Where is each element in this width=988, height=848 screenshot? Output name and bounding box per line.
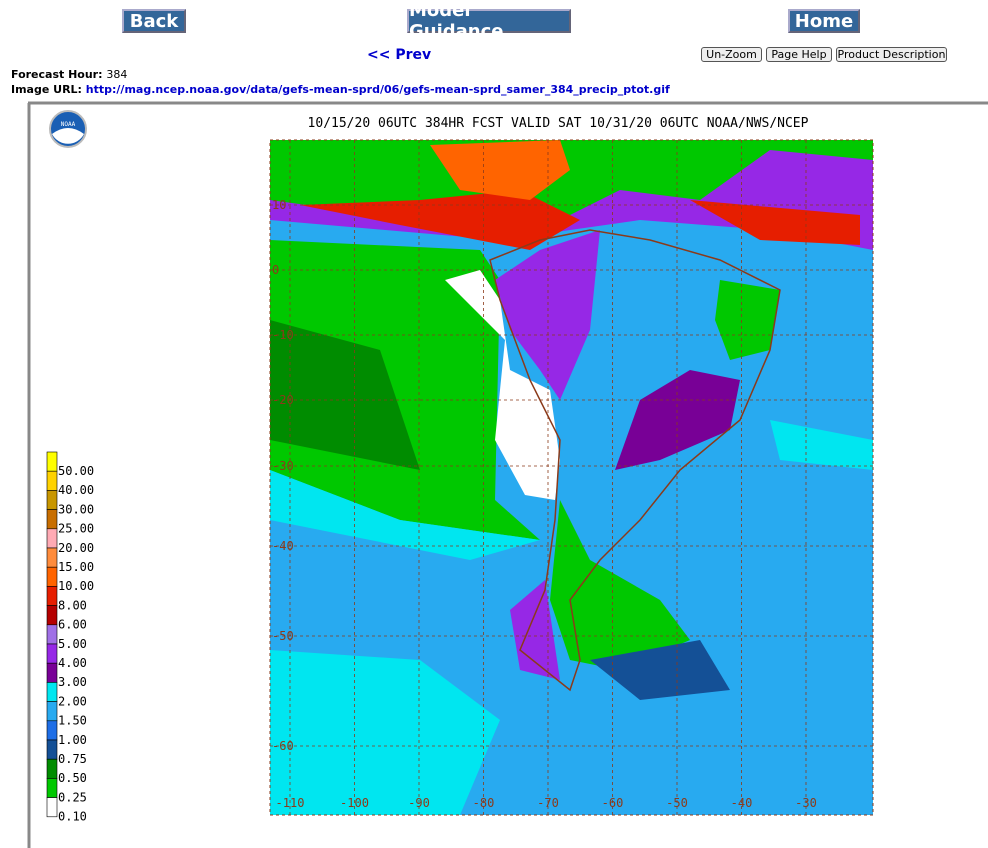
field-top-green: [270, 140, 873, 240]
legend-swatch: [46, 758, 58, 779]
graticule: 10 0 -10 -20 -30 -40 -50 -60 -110 -100 -90 -80 -70 -6…: [269, 139, 874, 816]
back-button[interactable]: Back: [122, 9, 186, 33]
lon-label: -70: [537, 796, 559, 810]
legend-label: 20.00: [58, 541, 94, 555]
lat-label: -10: [272, 328, 294, 342]
lon-label: -90: [408, 796, 430, 810]
lat-label: -40: [272, 539, 294, 553]
legend-label: 0.75: [58, 752, 87, 766]
legend-swatch: [46, 778, 58, 798]
lon-label: -30: [795, 796, 817, 810]
product-description-button[interactable]: Product Description: [836, 47, 947, 62]
field-andes: [495, 230, 600, 400]
legend-swatch: [46, 586, 58, 606]
field-green: [270, 240, 540, 540]
field-patagonia: [550, 500, 690, 670]
legend-label: 1.50: [58, 714, 87, 728]
legend-label: 0.10: [58, 810, 87, 824]
legend-swatch: [46, 682, 58, 702]
precip-field: [270, 140, 873, 815]
field-red: [300, 190, 580, 250]
field-dry: [445, 270, 560, 500]
model-guidance-button[interactable]: Model Guidance: [407, 0, 571, 42]
legend-swatch: [46, 547, 58, 568]
noaa-logo: [49, 110, 87, 148]
field-red-east: [690, 200, 860, 245]
lat-label: 0: [272, 263, 279, 277]
image-url-label: Image URL:: [11, 83, 82, 96]
legend-label: 0.25: [58, 790, 87, 804]
lon-label: -40: [731, 796, 753, 810]
legend-label: 15.00: [58, 560, 94, 574]
map-border: [269, 139, 874, 816]
legend-swatch: [46, 624, 58, 645]
legend-label: 2.00: [58, 694, 87, 708]
legend-label: 50.00: [58, 464, 94, 478]
field-base: [270, 140, 873, 815]
legend-swatch: [46, 739, 58, 760]
legend-swatch: [46, 509, 58, 530]
field-sw-cyan: [270, 650, 500, 815]
lon-label: -50: [666, 796, 688, 810]
legend-swatch: [46, 470, 58, 491]
logo-text: NOAA: [61, 121, 76, 128]
prev-link[interactable]: << Prev: [367, 47, 432, 63]
lon-label: -80: [473, 796, 495, 810]
lat-label: -30: [272, 459, 294, 473]
forecast-hour-value: 384: [106, 68, 128, 81]
forecast-hour: Forecast Hour: 384: [11, 68, 127, 81]
page-help-button[interactable]: Page Help: [766, 47, 832, 62]
field-brazil: [615, 370, 740, 470]
legend-label: 6.00: [58, 618, 87, 632]
legend-swatch: [46, 662, 58, 683]
legend-label: 40.00: [58, 483, 94, 497]
legend-label: 3.00: [58, 675, 87, 689]
field-orange: [430, 140, 570, 200]
legend: 50.00 40.00 30.00 25.00 20.00 15.00 10.00 8.00 6…: [46, 451, 94, 824]
field-darkgreen: [270, 320, 420, 470]
lon-label: -100: [340, 796, 369, 810]
legend-swatch: [46, 701, 58, 722]
legend-swatch: [46, 451, 58, 472]
lon-label: -110: [276, 796, 305, 810]
legend-swatch: [46, 797, 58, 818]
image-url-link[interactable]: http://mag.ncep.noaa.gov/data/gefs-mean-…: [85, 83, 670, 96]
legend-label: 10.00: [58, 579, 94, 593]
coastline: [489, 229, 781, 692]
legend-label: 4.00: [58, 656, 87, 670]
lat-label: -20: [272, 393, 294, 407]
field-cyan: [270, 470, 540, 560]
forecast-hour-label: Forecast Hour:: [11, 68, 103, 81]
legend-swatch: [46, 490, 58, 510]
legend-swatch: [46, 643, 58, 664]
unzoom-button[interactable]: Un-Zoom: [701, 47, 762, 62]
legend-label: 0.50: [58, 771, 87, 785]
field-darkblue: [590, 640, 730, 700]
image-url: Image URL: http://mag.ncep.noaa.gov/data…: [11, 83, 670, 96]
lat-label: 10: [272, 198, 286, 212]
legend-swatch: [46, 605, 58, 626]
legend-swatch: [46, 566, 58, 587]
field-purple: [270, 140, 873, 250]
legend-label: 1.00: [58, 733, 87, 747]
legend-label: 30.00: [58, 502, 94, 516]
legend-label: 25.00: [58, 522, 94, 536]
legend-swatch: [46, 528, 58, 549]
logo-wave: [52, 128, 84, 144]
lon-label: -60: [602, 796, 624, 810]
field-ne-green: [715, 280, 780, 360]
field-chile-south: [510, 580, 560, 680]
legend-label: 5.00: [58, 637, 87, 651]
lat-label: -60: [272, 739, 294, 753]
map-title: 10/15/20 06UTC 384HR FCST VALID SAT 10/3…: [308, 116, 809, 131]
legend-label: 8.00: [58, 598, 87, 612]
field-atlantic-cyan: [770, 420, 873, 470]
lat-label: -50: [272, 629, 294, 643]
legend-swatch: [46, 720, 58, 741]
home-button[interactable]: Home: [788, 9, 860, 33]
